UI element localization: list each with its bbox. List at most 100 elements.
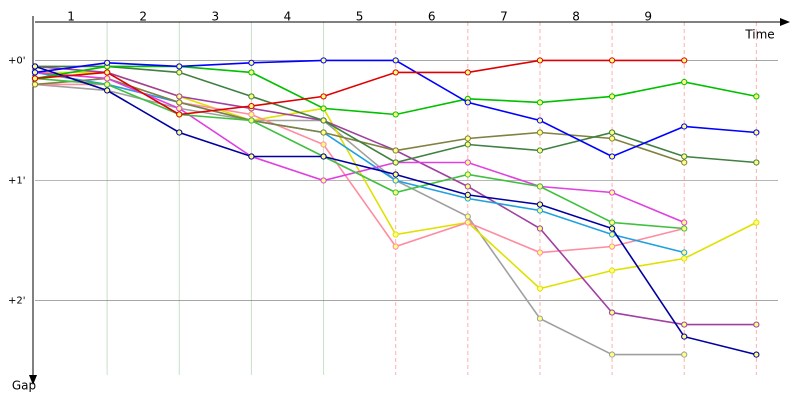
series-line	[35, 83, 685, 254]
point	[31, 69, 39, 76]
point	[536, 225, 544, 232]
point	[536, 129, 544, 136]
point	[176, 69, 183, 76]
point	[104, 69, 111, 76]
x-tick-label: 5	[356, 10, 364, 24]
point	[320, 105, 327, 112]
point	[248, 117, 255, 124]
y-axis-arrow	[29, 375, 37, 385]
point	[464, 213, 471, 220]
point	[320, 141, 327, 148]
point	[104, 87, 111, 94]
point	[608, 153, 616, 160]
x-tick-label: 6	[428, 10, 436, 24]
point	[392, 171, 399, 178]
point	[392, 147, 399, 154]
point	[392, 177, 399, 184]
point	[392, 111, 399, 118]
point	[248, 59, 255, 66]
point	[104, 81, 111, 88]
point	[608, 219, 616, 226]
point	[464, 171, 471, 178]
point	[31, 75, 39, 82]
point	[608, 135, 616, 142]
point	[464, 159, 471, 166]
point	[681, 123, 688, 130]
point	[176, 63, 183, 70]
point	[608, 93, 616, 100]
point	[392, 69, 399, 76]
point	[176, 129, 183, 136]
point	[681, 219, 688, 226]
point	[320, 153, 327, 160]
point	[248, 111, 255, 118]
point	[608, 129, 616, 136]
point	[464, 99, 471, 106]
point	[536, 249, 544, 256]
point	[320, 117, 327, 124]
point	[681, 321, 688, 328]
point	[753, 159, 760, 166]
x-tick-label: 7	[500, 10, 508, 24]
point	[464, 219, 471, 226]
point	[392, 231, 399, 238]
point	[31, 81, 39, 88]
series-line	[34, 59, 685, 116]
point	[753, 219, 760, 226]
x-tick-label: 3	[212, 10, 220, 24]
point	[536, 207, 544, 214]
point	[392, 243, 399, 250]
point	[536, 99, 544, 106]
point	[248, 69, 255, 76]
point	[392, 189, 399, 196]
x-tick-label: 2	[139, 10, 147, 24]
point	[608, 189, 616, 196]
y-tick-label: +0'	[8, 55, 26, 66]
point	[681, 159, 688, 166]
point	[464, 135, 471, 142]
point	[104, 75, 111, 82]
point	[536, 147, 544, 154]
point	[392, 57, 399, 64]
point	[608, 351, 616, 358]
point	[320, 177, 327, 184]
point	[176, 93, 183, 100]
x-axis-label: Time	[744, 28, 774, 42]
point	[753, 351, 760, 358]
point	[753, 93, 760, 100]
point	[176, 111, 183, 118]
point	[681, 249, 688, 256]
point	[536, 183, 544, 190]
point	[536, 285, 544, 292]
point	[608, 231, 616, 238]
point	[320, 129, 327, 136]
x-axis-arrow	[780, 18, 790, 26]
series-line	[34, 71, 685, 254]
point	[608, 225, 616, 232]
point	[248, 93, 255, 100]
point	[248, 102, 255, 110]
point	[681, 333, 688, 340]
point	[753, 129, 760, 136]
point	[176, 99, 183, 106]
point	[681, 78, 688, 86]
point	[681, 255, 688, 262]
y-axis-label: Gap	[12, 379, 36, 393]
x-tick-label: 8	[572, 10, 580, 24]
point	[536, 201, 544, 208]
point	[608, 243, 616, 250]
y-tick-label: +2'	[8, 296, 26, 307]
point	[464, 183, 471, 190]
point	[681, 57, 688, 64]
y-tick-label: +1'	[8, 175, 26, 186]
point	[392, 159, 399, 166]
point	[753, 321, 760, 328]
point	[536, 57, 544, 64]
point	[608, 309, 616, 316]
point	[681, 153, 688, 160]
point	[608, 267, 616, 274]
point	[536, 117, 544, 124]
point	[320, 57, 327, 64]
point	[320, 93, 327, 100]
